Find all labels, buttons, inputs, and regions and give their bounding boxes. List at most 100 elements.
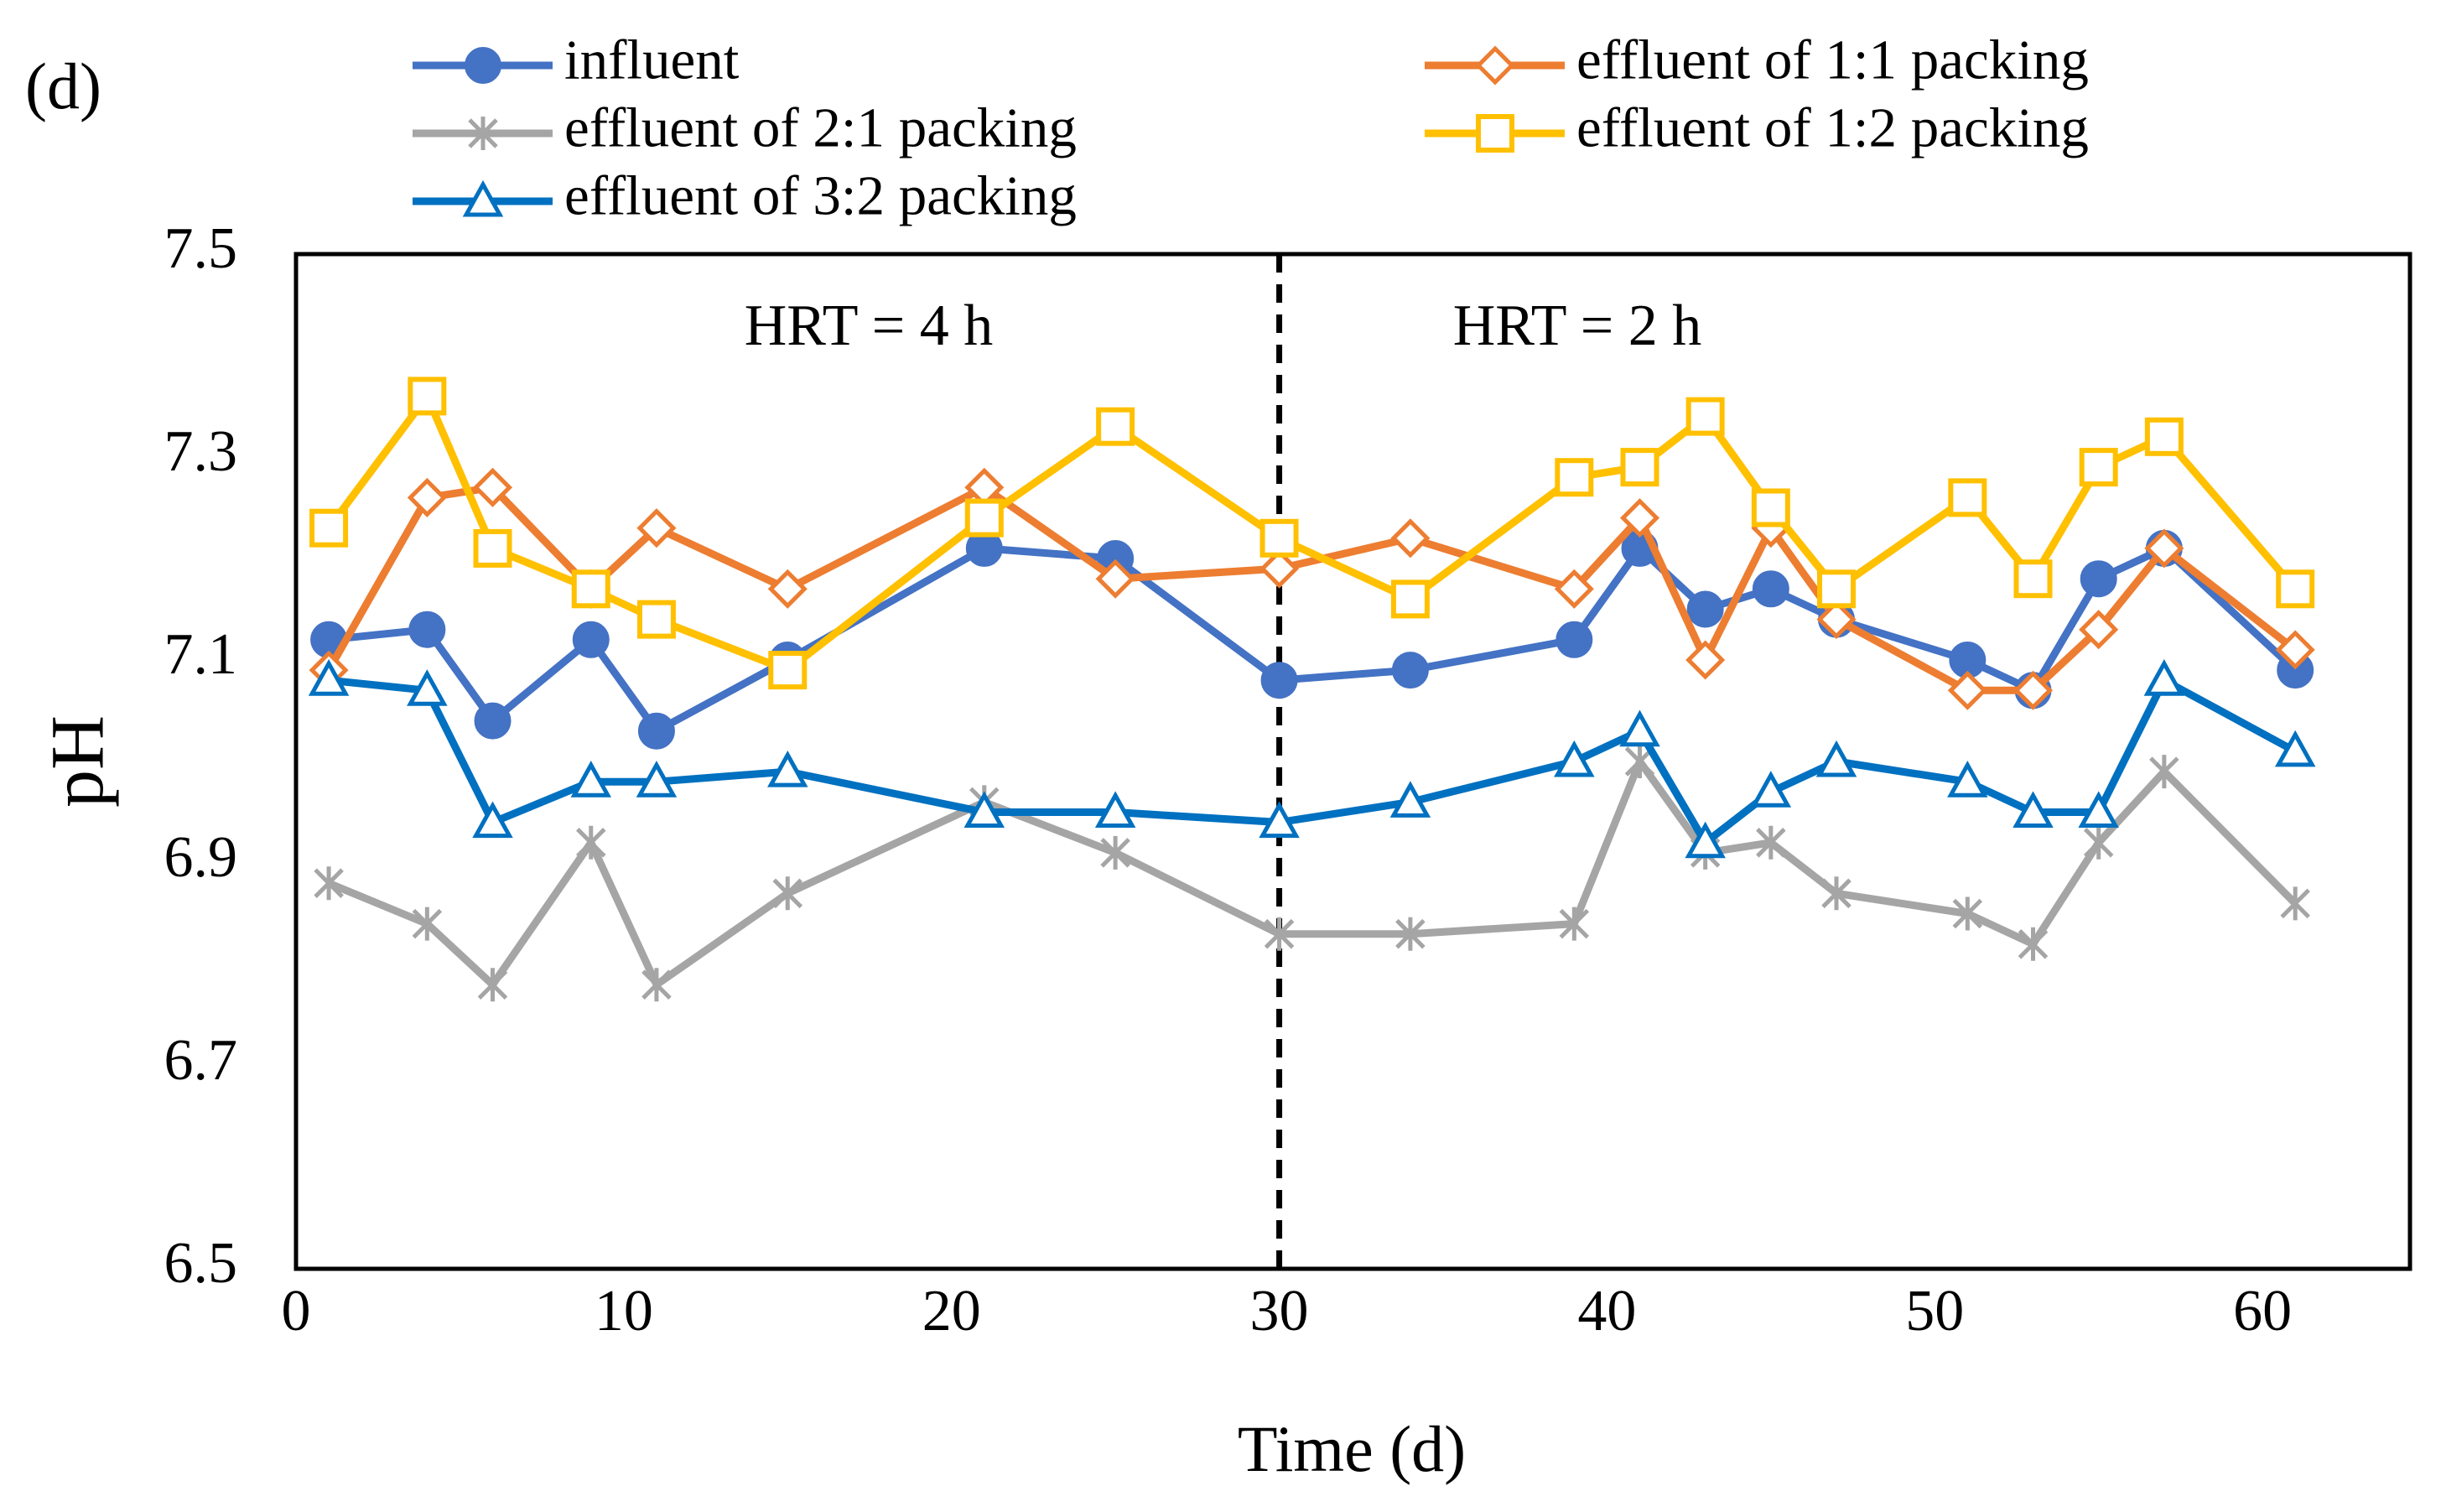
data-point — [472, 467, 513, 507]
data-point — [1686, 590, 1724, 628]
data-point — [767, 750, 808, 787]
data-point — [2275, 630, 2315, 670]
data-point — [1391, 652, 1429, 689]
data-point — [2013, 559, 2053, 599]
data-point — [1821, 876, 1852, 911]
data-point — [1264, 917, 1295, 951]
data-point — [1389, 781, 1431, 818]
data-point — [641, 968, 672, 1002]
plot-frame — [293, 252, 2412, 1271]
legend-marker — [1476, 114, 1514, 153]
data-point — [2013, 791, 2054, 828]
x-axis-title: Time (d) — [1238, 1412, 1466, 1485]
annotation: HRT = 2 h — [1453, 294, 1702, 358]
data-point — [1817, 569, 1857, 609]
data-point — [2079, 448, 2118, 487]
data-point — [1685, 397, 1725, 436]
data-point — [1620, 448, 1659, 487]
data-point — [2149, 755, 2179, 789]
data-point — [1685, 821, 1726, 859]
data-point — [2080, 560, 2117, 598]
data-point — [1096, 407, 1135, 446]
data-point — [1259, 548, 1300, 589]
y-tick-label: 7.1 — [164, 622, 238, 687]
data-point — [1816, 600, 1857, 640]
x-tick-label: 10 — [595, 1279, 653, 1343]
data-point — [571, 569, 610, 609]
data-point — [772, 876, 803, 911]
data-point — [1619, 498, 1660, 538]
data-point — [1095, 559, 1135, 599]
series-line — [327, 757, 2298, 989]
data-point — [1259, 801, 1300, 839]
panel-label: (d) — [25, 49, 101, 122]
data-point — [1554, 569, 1594, 609]
y-tick-label: 6.9 — [164, 825, 238, 890]
data-point — [1815, 740, 1857, 777]
legend-label: effluent of 2:1 packing — [564, 96, 1077, 158]
data-point — [473, 528, 512, 568]
data-point — [1390, 579, 1430, 619]
legend-marker — [1475, 45, 1515, 86]
data-point — [2078, 791, 2119, 828]
x-tick-label: 40 — [1577, 1279, 1636, 1343]
data-point — [474, 702, 512, 740]
data-point — [1554, 740, 1595, 777]
data-point — [2143, 659, 2185, 696]
data-point — [1750, 771, 1792, 808]
data-point — [1559, 907, 1590, 941]
data-point — [408, 377, 447, 416]
annotation: HRT = 4 h — [745, 294, 994, 358]
x-tick-label: 50 — [1905, 1279, 1964, 1343]
data-point — [412, 907, 443, 941]
data-point — [575, 825, 606, 860]
data-point — [636, 600, 676, 639]
y-tick-label: 7.3 — [164, 419, 238, 484]
legend-label: effluent of 1:2 packing — [1576, 96, 2089, 158]
data-point — [1756, 825, 1786, 860]
legend-label: effluent of 3:2 packing — [564, 164, 1077, 226]
legend-label: influent — [564, 29, 740, 91]
data-point — [1395, 917, 1426, 951]
data-point — [636, 508, 677, 548]
legend-marker — [468, 117, 498, 150]
data-point — [1094, 791, 1136, 828]
data-point — [2013, 670, 2054, 710]
data-point — [1947, 670, 1987, 710]
data-point — [1555, 458, 1594, 497]
data-point — [1685, 640, 1726, 680]
y-axis-title: pH — [37, 715, 120, 808]
data-point — [636, 761, 678, 798]
legend-marker — [465, 47, 501, 84]
data-point — [407, 669, 448, 706]
y-tick-label: 7.5 — [164, 216, 238, 281]
data-point — [2280, 886, 2310, 921]
data-point — [1952, 896, 1983, 931]
data-point — [472, 801, 513, 839]
data-point — [767, 569, 808, 609]
data-point — [2274, 730, 2316, 767]
data-point — [477, 968, 508, 1002]
data-point — [1948, 478, 1987, 517]
data-point — [2083, 825, 2114, 860]
data-point — [1390, 518, 1431, 559]
data-point — [407, 477, 447, 517]
x-tick-label: 30 — [1250, 1279, 1309, 1343]
data-point — [1555, 621, 1593, 658]
x-tick-label: 60 — [2233, 1279, 2292, 1343]
data-point — [963, 791, 1005, 828]
data-point — [1619, 709, 1660, 747]
legend-label: effluent of 1:1 packing — [1576, 29, 2089, 91]
data-point — [314, 866, 344, 901]
data-point — [2144, 528, 2184, 569]
y-tick-label: 6.5 — [164, 1231, 238, 1296]
data-point — [308, 659, 350, 696]
data-point — [572, 621, 610, 658]
data-point — [1947, 761, 1988, 798]
data-point — [2018, 927, 2049, 961]
data-point — [1259, 518, 1299, 558]
data-point — [408, 611, 446, 648]
data-point — [637, 712, 675, 750]
y-tick-label: 6.7 — [164, 1028, 238, 1093]
